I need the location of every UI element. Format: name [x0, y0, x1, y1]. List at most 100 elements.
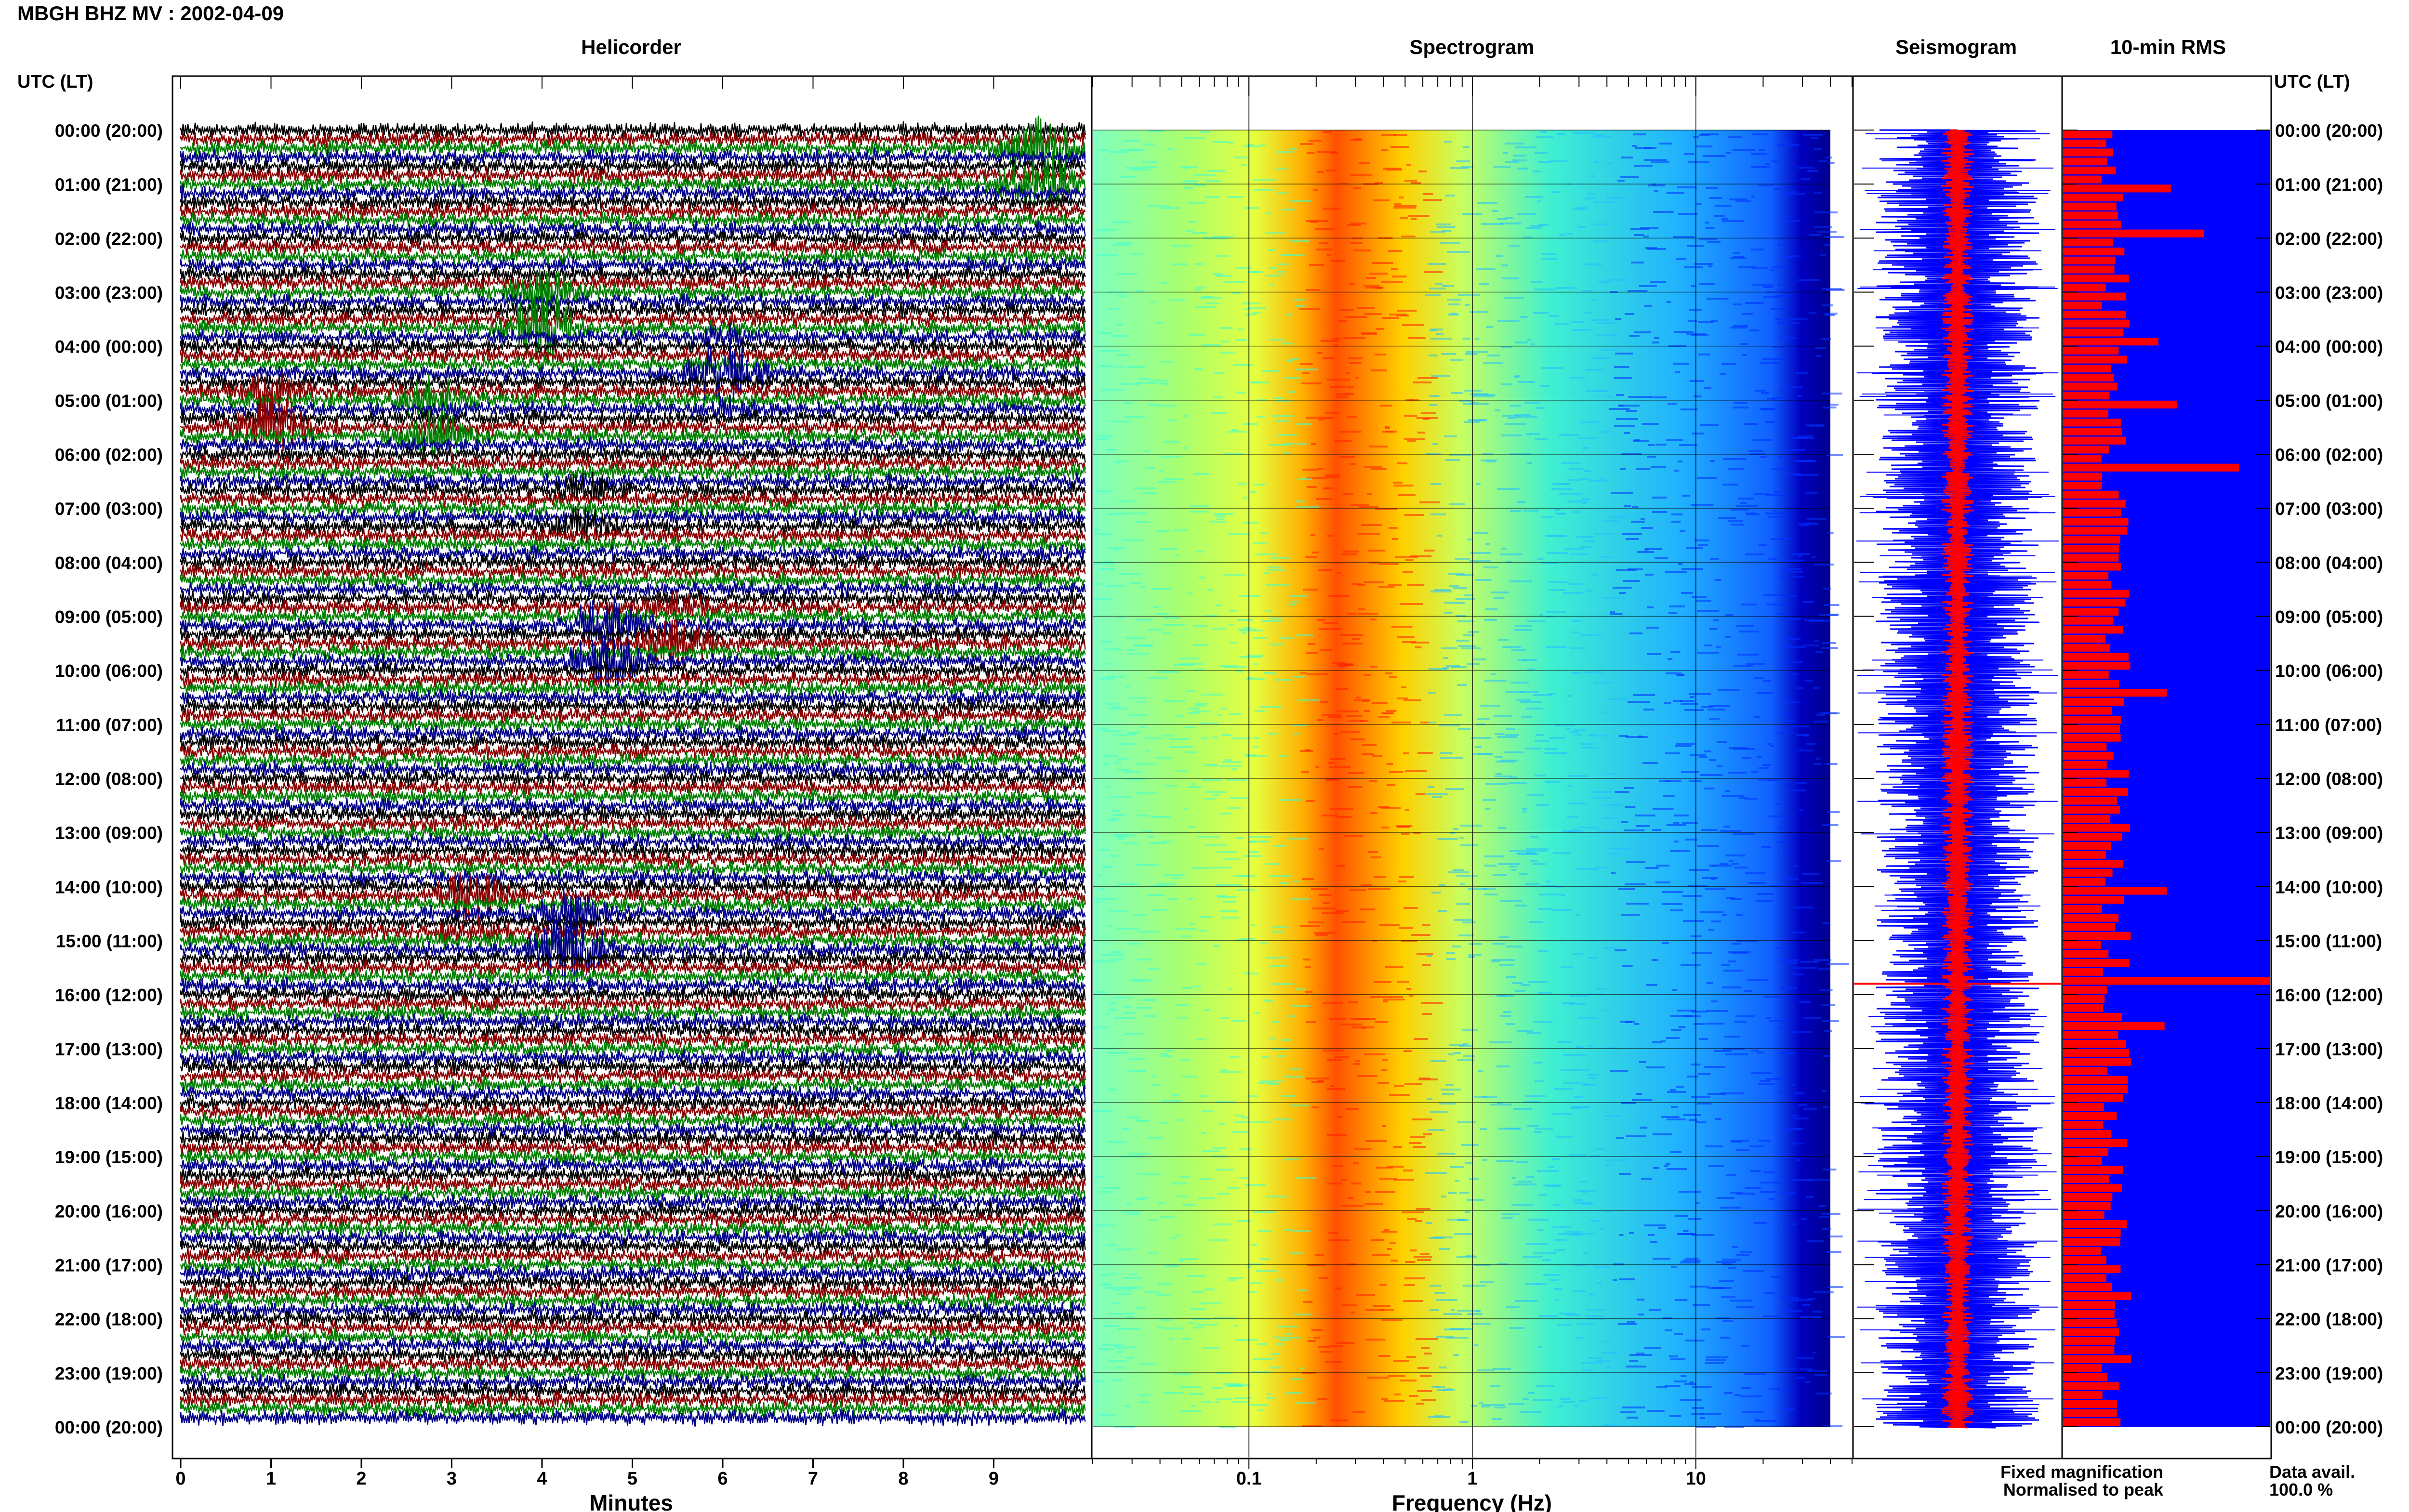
spectrogram-speckle — [1182, 987, 1193, 989]
spectrogram-speckle — [1709, 197, 1722, 199]
spectrogram-speckle — [1533, 863, 1546, 865]
spectrogram-speckle — [1216, 255, 1229, 257]
spectrogram-speckle — [1770, 745, 1774, 747]
spectrogram-speckle — [1606, 1366, 1611, 1368]
spectrogram-speckle — [1789, 595, 1797, 597]
spectrogram-speckle — [1667, 301, 1671, 303]
spectrogram-speckle — [1704, 1066, 1725, 1068]
spectrogram-speckle — [1778, 456, 1788, 458]
rms-bar — [2063, 941, 2101, 949]
helicorder-trace — [180, 1210, 1086, 1229]
spectrogram-speckle — [1722, 1259, 1741, 1261]
spectrogram-speckle — [1717, 741, 1727, 743]
spectrogram-speckle — [1771, 468, 1790, 470]
spectrogram-speckle — [1692, 952, 1712, 954]
spectrogram-speckle — [1634, 165, 1653, 167]
spectrogram-speckle — [1558, 1233, 1578, 1235]
spectrogram-speckle — [1755, 390, 1766, 392]
spectrogram-speckle — [1689, 693, 1711, 695]
spectrogram-speckle — [1785, 141, 1792, 143]
spectrogram-speckle — [1471, 403, 1489, 405]
spectrogram-speckle — [1653, 1258, 1671, 1260]
spectrogram-speckle — [1200, 916, 1212, 918]
spectrogram-speckle — [1719, 1280, 1734, 1282]
spectrogram-speckle — [1650, 396, 1667, 398]
spectrogram-speckle — [1772, 510, 1777, 512]
spectrogram-speckle — [1749, 1145, 1764, 1147]
spectrogram-speckle — [1113, 734, 1136, 736]
spectrogram-speckle — [1459, 837, 1464, 839]
time-tick-label-left: 02:00 (22:00) — [55, 229, 163, 249]
spectrogram-speckle — [1183, 447, 1188, 449]
spectrogram-speckle — [1337, 1116, 1343, 1118]
spectrogram-speckle — [1697, 610, 1720, 612]
time-tick-label-right: 17:00 (13:00) — [2275, 1039, 2383, 1059]
spectrogram-speckle — [1549, 160, 1568, 162]
spectrogram-speckle — [1230, 610, 1235, 612]
spectrogram-speckle — [1278, 1337, 1301, 1339]
spectrogram-speckle — [1205, 302, 1220, 304]
spectrogram-speckle — [1774, 491, 1780, 493]
spectrogram-speckle — [1817, 231, 1837, 233]
rms-bar — [2063, 716, 2121, 724]
spectrogram-speckle — [1787, 673, 1798, 675]
spectrogram-speckle — [1720, 373, 1726, 375]
helicorder-trace — [180, 958, 1086, 976]
spectrogram-speckle — [1421, 1399, 1437, 1401]
spectrogram-speckle — [1709, 718, 1720, 720]
spectrogram-speckle — [1540, 131, 1547, 133]
spectrogram-speckle — [1809, 425, 1825, 427]
time-tick-label-left: 22:00 (18:00) — [55, 1310, 163, 1329]
spectrogram-speckle — [1501, 346, 1512, 348]
spectrogram-speckle — [1740, 343, 1749, 345]
spectrogram-speckle — [1518, 853, 1539, 855]
spectrogram-speckle — [1200, 723, 1218, 724]
rms-bar — [2063, 292, 2127, 301]
spectrogram-speckle — [1239, 1177, 1249, 1179]
spectrogram-speckle — [1224, 281, 1246, 283]
spectrogram-speckle — [1754, 493, 1770, 495]
spectrogram-speckle — [1797, 749, 1813, 751]
spectrogram-speckle — [1131, 253, 1143, 255]
spectrogram-speckle — [1765, 513, 1788, 514]
spectrogram-speckle — [1271, 931, 1284, 933]
spectrogram-speckle — [1292, 1378, 1303, 1380]
spectrogram-speckle — [1188, 708, 1200, 710]
spectrogram-speckle — [1375, 182, 1383, 184]
spectrogram-speckle — [1428, 263, 1446, 265]
spectrogram-speckle — [1490, 1104, 1512, 1105]
spectrogram-speckle — [1736, 1306, 1754, 1308]
rms-bar — [2063, 346, 2119, 355]
spectrogram-speckle — [1114, 1426, 1135, 1428]
spectrogram-speckle — [1534, 1062, 1543, 1064]
spectrogram-speckle — [1318, 569, 1333, 571]
spectrogram-speckle — [1106, 703, 1118, 705]
spectrogram-speckle — [1159, 456, 1181, 458]
spectrogram-speckle — [1120, 383, 1140, 385]
spectrogram-speckle — [1306, 289, 1320, 291]
spectrogram-speckle — [1546, 881, 1551, 882]
spectrogram-speckle — [1301, 771, 1309, 773]
spectrogram-speckle — [1124, 1277, 1142, 1279]
spectrogram-speckle — [1570, 377, 1586, 379]
spectrogram-speckle — [1493, 166, 1511, 168]
spectrogram-speckle — [1622, 965, 1633, 967]
spectrogram-speckle — [1204, 798, 1216, 800]
spectrogram-speckle — [1739, 797, 1747, 799]
spectrogram-speckle — [1779, 390, 1788, 392]
spectrogram-speckle — [1813, 763, 1822, 765]
spectrogram-speckle — [1271, 1021, 1280, 1023]
time-tick-label-right: 07:00 (03:00) — [2275, 499, 2383, 519]
spectrogram-speckle — [1352, 638, 1360, 640]
spectrogram-speckle — [1199, 1095, 1207, 1097]
spectrogram-speckle — [1688, 1218, 1702, 1220]
spectrogram-speckle — [1229, 988, 1233, 990]
spectrogram-speckle — [1656, 865, 1670, 867]
spectrogram-speckle — [1805, 492, 1818, 494]
spectrogram-speckle — [1209, 1239, 1228, 1241]
spectrogram-speckle — [1742, 757, 1752, 759]
spectrogram-speckle — [1663, 795, 1675, 797]
spectrogram-speckle — [1149, 380, 1169, 381]
time-tick-label-right: 21:00 (17:00) — [2275, 1256, 2383, 1275]
spectrogram-speckle — [1194, 669, 1204, 671]
